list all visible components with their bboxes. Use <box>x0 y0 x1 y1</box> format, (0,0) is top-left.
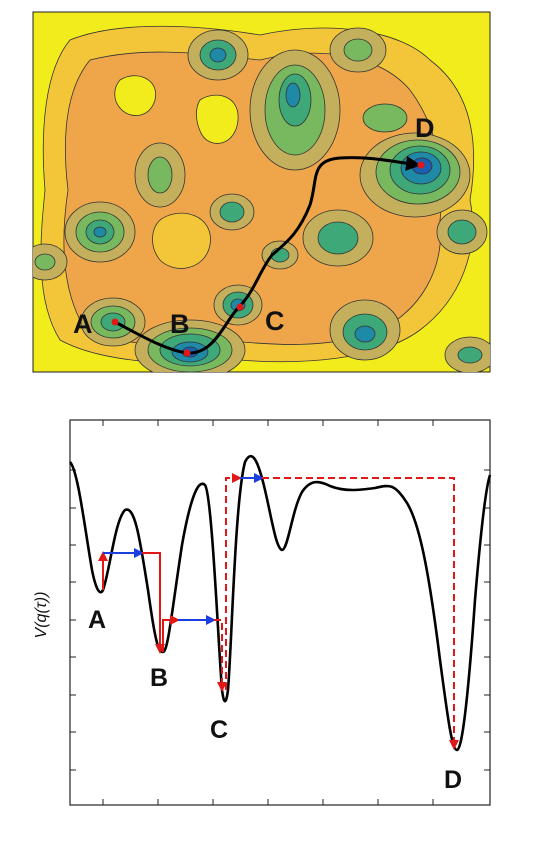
point-label-D: D <box>415 113 435 143</box>
energy-profile: V(q(τ)) A B C D <box>33 419 492 806</box>
well-other <box>302 209 374 267</box>
well-other <box>261 240 299 270</box>
well-other <box>134 142 186 208</box>
contour-hole <box>152 212 211 269</box>
drop-D <box>262 477 459 750</box>
hopping-path <box>98 473 459 750</box>
contour-hole <box>196 94 239 144</box>
well-other <box>329 299 401 361</box>
rise-C <box>225 473 242 690</box>
y-axis-label: V(q(τ)) <box>33 592 50 639</box>
potential-curve <box>68 454 492 752</box>
contour-map: A B C D <box>32 11 491 373</box>
point-B <box>183 349 191 357</box>
well-other <box>362 103 408 133</box>
minimum-label-A: A <box>88 606 106 634</box>
well-other <box>209 193 255 231</box>
well-other <box>436 209 488 255</box>
well-other <box>329 27 387 73</box>
point-label-A: A <box>73 309 93 339</box>
point-D <box>417 161 425 169</box>
well-other <box>249 49 341 171</box>
plot-frame <box>69 419 491 806</box>
drop-C <box>214 619 227 692</box>
well-other <box>64 201 136 263</box>
point-C <box>236 303 244 311</box>
rise-B <box>162 615 180 652</box>
point-label-C: C <box>265 306 285 336</box>
drop-B-segment <box>142 552 165 654</box>
point-A <box>111 318 119 326</box>
minimum-label-D: D <box>444 766 462 794</box>
well-other <box>444 336 490 372</box>
well-other <box>33 243 68 281</box>
well-B <box>134 319 246 372</box>
contour-hole <box>114 75 157 116</box>
minimum-label-B: B <box>150 664 168 692</box>
well-D <box>359 132 471 218</box>
minimum-label-C: C <box>210 716 228 744</box>
point-label-B: B <box>170 309 190 339</box>
well-other <box>187 29 249 81</box>
